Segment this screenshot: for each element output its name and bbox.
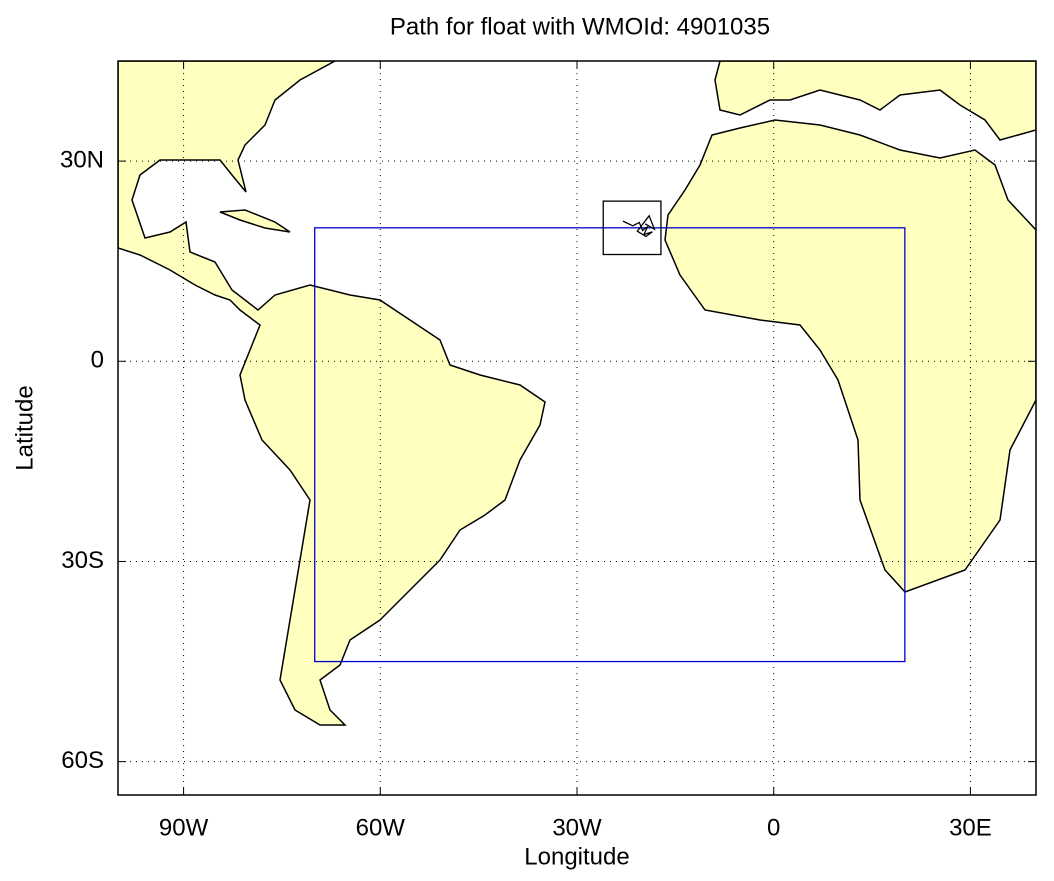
- americas: [118, 61, 546, 726]
- y-tick-label: 60S: [61, 747, 104, 774]
- y-tick-label: 0: [91, 347, 104, 374]
- land: [118, 61, 1036, 726]
- region-box: [314, 227, 906, 663]
- x-tick-label: 30E: [949, 814, 992, 841]
- x-axis-label: Longitude: [524, 843, 629, 870]
- x-tick-label: 30W: [552, 814, 602, 841]
- x-tick-label: 90W: [159, 814, 209, 841]
- y-tick-label: 30N: [60, 146, 104, 173]
- float-path: [622, 214, 656, 238]
- x-tick-label: 60W: [356, 814, 406, 841]
- europe: [714, 61, 1036, 141]
- y-axis-label: Latitude: [11, 385, 38, 470]
- africa: [664, 119, 1036, 593]
- float-box: [602, 200, 662, 256]
- cuba: [219, 209, 291, 233]
- plot-area: [118, 61, 1036, 795]
- x-tick-label: 0: [767, 814, 780, 841]
- map-title: Path for float with WMOId: 4901035: [390, 13, 770, 40]
- y-tick-label: 30S: [61, 547, 104, 574]
